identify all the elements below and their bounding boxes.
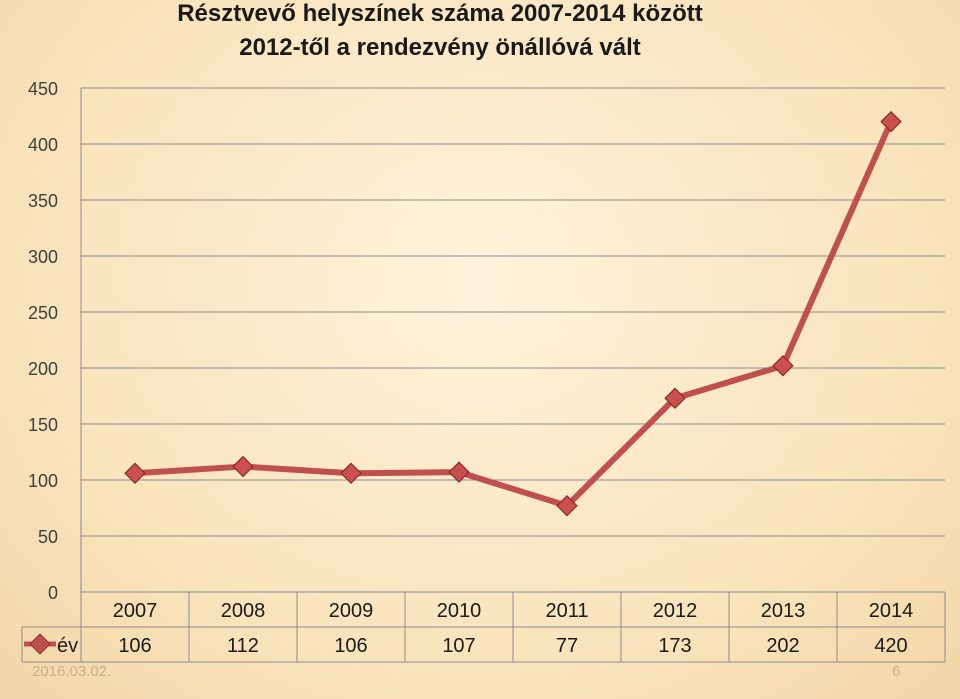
footer-date: 2016.03.02. [32, 663, 112, 680]
x-category-label: 2009 [329, 600, 374, 622]
x-category-label: 2010 [437, 600, 482, 622]
y-tick-label: 300 [28, 247, 58, 267]
table-value: 106 [118, 635, 151, 657]
chart-title: Résztvevő helyszínek száma 2007-2014 köz… [177, 0, 703, 27]
data-point [124, 462, 146, 485]
legend-label: év [57, 635, 78, 657]
y-tick-label: 150 [28, 415, 58, 435]
y-tick-label: 450 [28, 79, 58, 99]
table-value: 420 [874, 635, 907, 657]
data-point [556, 495, 578, 517]
table-value: 107 [442, 635, 475, 657]
x-category-label: 2014 [869, 600, 914, 622]
data-point [232, 455, 254, 478]
x-category-label: 2008 [221, 600, 266, 622]
data-point [772, 355, 794, 377]
y-tick-label: 100 [28, 471, 58, 491]
y-tick-label: 0 [48, 583, 58, 603]
y-tick-label: 200 [28, 359, 58, 379]
data-point [448, 461, 470, 483]
table-value: 112 [227, 635, 259, 657]
data-point [880, 110, 902, 133]
table-value: 77 [556, 635, 578, 657]
y-tick-label: 400 [28, 135, 58, 155]
table-value: 106 [334, 635, 367, 657]
y-tick-label: 50 [38, 527, 58, 547]
table-value: 202 [766, 635, 799, 657]
legend-marker [29, 633, 51, 655]
y-tick-label: 250 [28, 303, 58, 323]
data-point [340, 462, 362, 485]
x-category-label: 2011 [545, 600, 588, 622]
data-point [664, 387, 686, 409]
x-category-label: 2012 [653, 600, 698, 622]
table-value: 173 [658, 635, 691, 657]
x-category-label: 2013 [761, 600, 806, 622]
chart-subtitle: 2012-től a rendezvény önállóvá vált [239, 34, 641, 61]
footer-page-number: 6 [892, 663, 901, 680]
y-tick-label: 350 [28, 191, 58, 211]
x-category-label: 2007 [113, 600, 158, 622]
series-line [132, 118, 894, 509]
